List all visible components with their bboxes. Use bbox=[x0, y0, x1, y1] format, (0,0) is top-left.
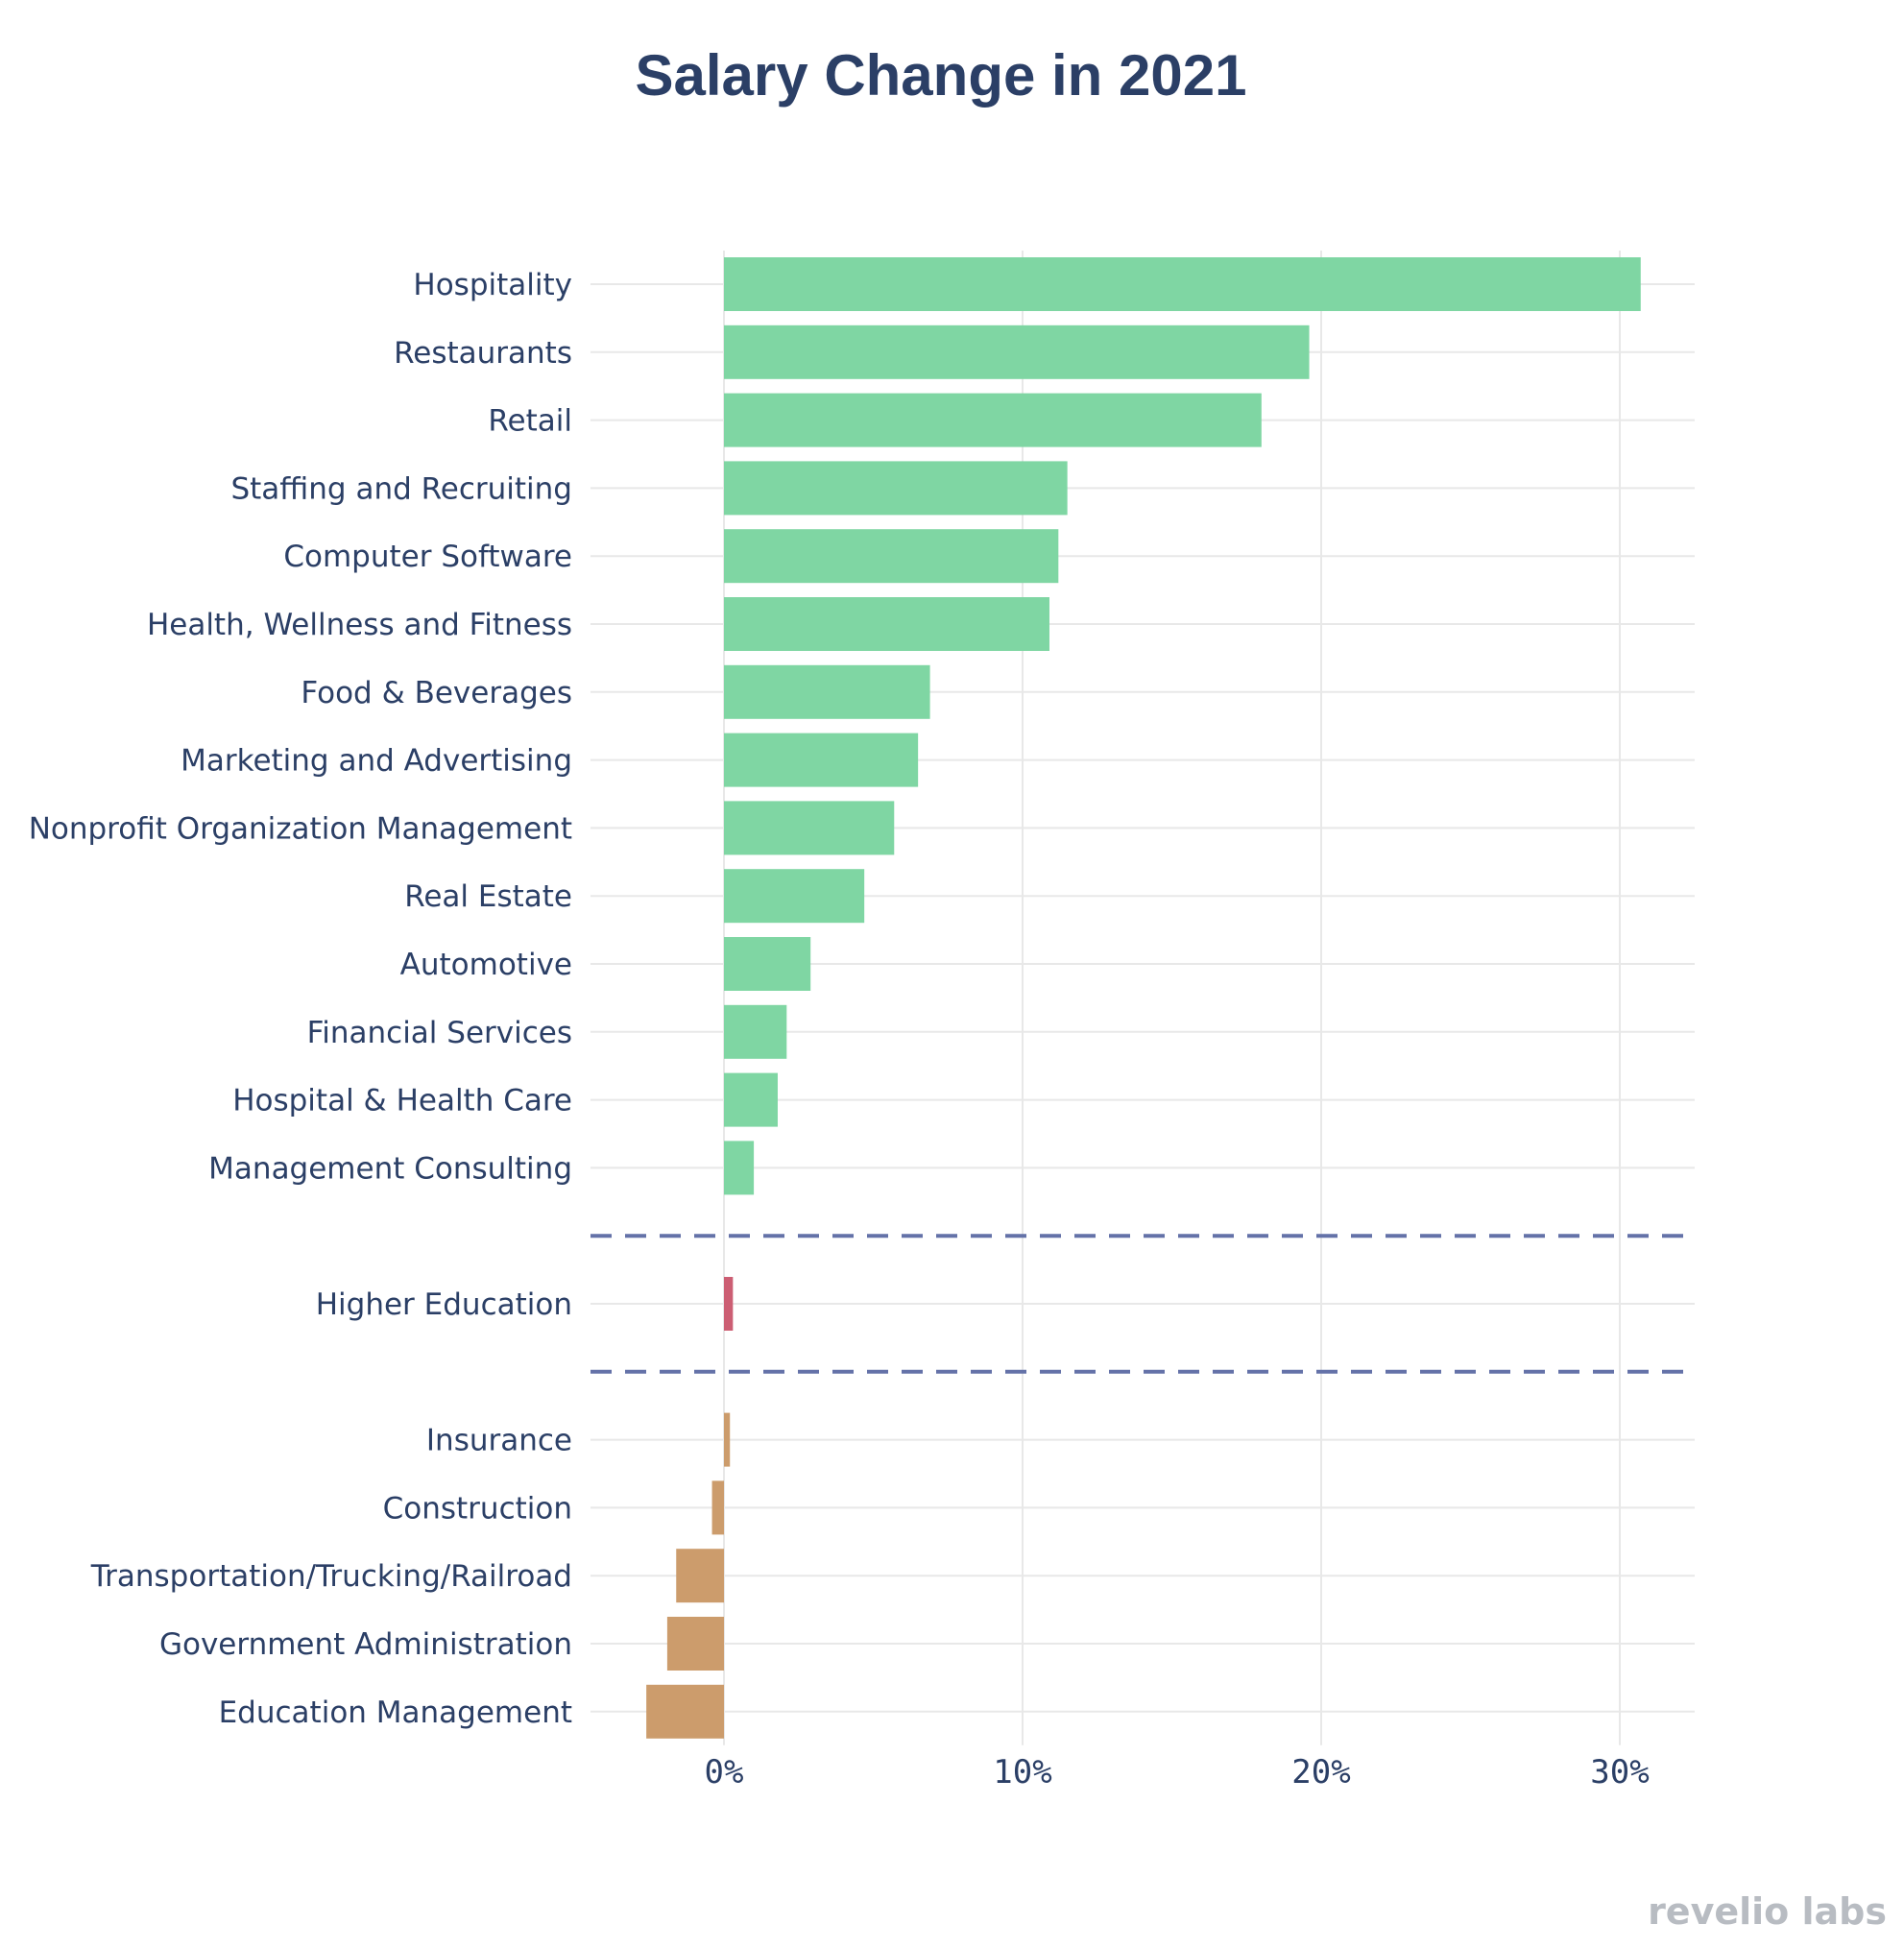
category-label: Food & Beverages bbox=[301, 676, 572, 710]
bar bbox=[711, 1480, 724, 1535]
bar bbox=[724, 869, 865, 924]
category-label: Real Estate bbox=[404, 879, 572, 914]
bar bbox=[724, 1004, 787, 1059]
bars bbox=[646, 257, 1641, 1739]
bar bbox=[724, 1141, 755, 1195]
category-label: Management Consulting bbox=[208, 1151, 572, 1186]
category-label: Construction bbox=[383, 1491, 572, 1526]
bar bbox=[724, 1277, 734, 1331]
x-tick-label: 0% bbox=[705, 1753, 744, 1792]
bar bbox=[724, 597, 1049, 651]
bar bbox=[724, 1412, 731, 1467]
category-label: Retail bbox=[488, 404, 572, 439]
category-label: Staffing and Recruiting bbox=[230, 471, 572, 506]
bar bbox=[724, 325, 1310, 379]
x-tick-label: 10% bbox=[993, 1753, 1051, 1792]
category-label: Marketing and Advertising bbox=[181, 744, 572, 779]
category-label: Education Management bbox=[219, 1695, 572, 1730]
bar bbox=[724, 733, 919, 787]
bar bbox=[724, 461, 1068, 516]
category-label: Insurance bbox=[426, 1424, 572, 1458]
category-label: Higher Education bbox=[316, 1287, 572, 1322]
category-label: Automotive bbox=[400, 948, 572, 982]
category-labels: Hospitality Restaurants Retail Staffing and… bbox=[29, 268, 572, 1730]
x-tick-label: 20% bbox=[1291, 1753, 1350, 1792]
category-label: Transportation/Trucking/Railroad bbox=[90, 1559, 572, 1594]
category-label: Computer Software bbox=[283, 540, 572, 574]
bar bbox=[724, 801, 895, 855]
category-label: Financial Services bbox=[307, 1016, 572, 1050]
bar bbox=[724, 529, 1059, 584]
category-label: Hospital & Health Care bbox=[232, 1084, 572, 1118]
category-label: Restaurants bbox=[394, 336, 572, 371]
category-label: Nonprofit Organization Management bbox=[29, 811, 572, 846]
group-separators bbox=[590, 1234, 1695, 1374]
bar bbox=[646, 1684, 724, 1739]
category-label: Hospitality bbox=[413, 268, 572, 302]
x-axis-ticks: 0% 10% 20% 30% bbox=[705, 1753, 1650, 1792]
category-label: Health, Wellness and Fitness bbox=[147, 608, 572, 642]
chart-title: Salary Change in 2021 bbox=[635, 43, 1247, 108]
bar bbox=[666, 1617, 724, 1671]
x-tick-label: 30% bbox=[1590, 1753, 1649, 1792]
category-label: Government Administration bbox=[159, 1627, 572, 1662]
bar bbox=[724, 393, 1262, 447]
bar bbox=[724, 664, 930, 719]
bar bbox=[676, 1549, 724, 1603]
bar bbox=[724, 257, 1641, 311]
bar bbox=[724, 1072, 778, 1127]
brand-watermark: revelio labs bbox=[1648, 1890, 1887, 1933]
bar bbox=[724, 937, 811, 991]
